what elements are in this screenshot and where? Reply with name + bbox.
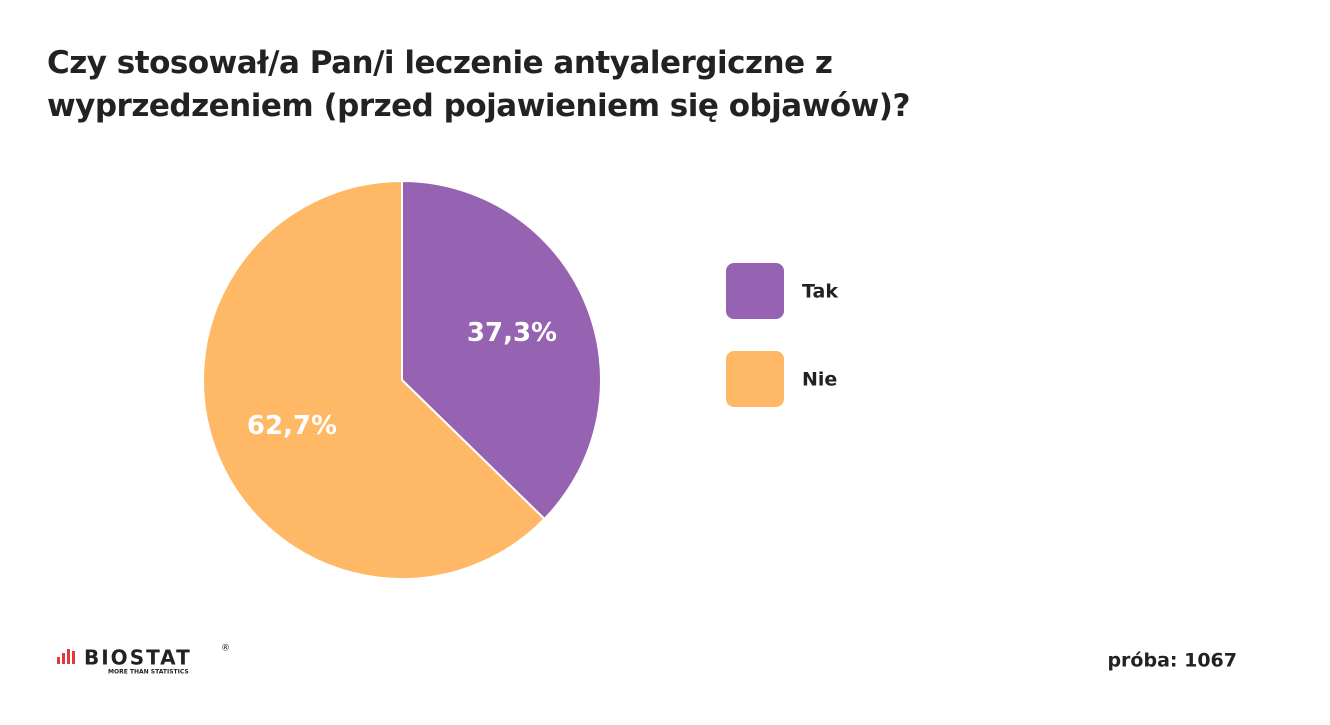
pie-slice (401, 179, 602, 521)
pie-slice (202, 179, 546, 580)
legend-label: Nie (802, 369, 837, 391)
legend-swatch (726, 351, 784, 407)
logo-mark: ® (221, 644, 230, 654)
data-label: 37,3% (467, 318, 557, 348)
logo (57, 649, 75, 664)
logo-text: BIOSTAT (84, 646, 192, 670)
legend-label: Tak (802, 281, 838, 303)
logo-tagline: MORE THAN STATISTICS (108, 669, 189, 676)
legend-swatch (726, 263, 784, 319)
data-label: 62,7% (247, 411, 337, 441)
chart-title: Czy stosował/a Pan/i leczenie antyalergi… (47, 45, 910, 124)
sample-size: próba: 1067 (1107, 650, 1237, 672)
